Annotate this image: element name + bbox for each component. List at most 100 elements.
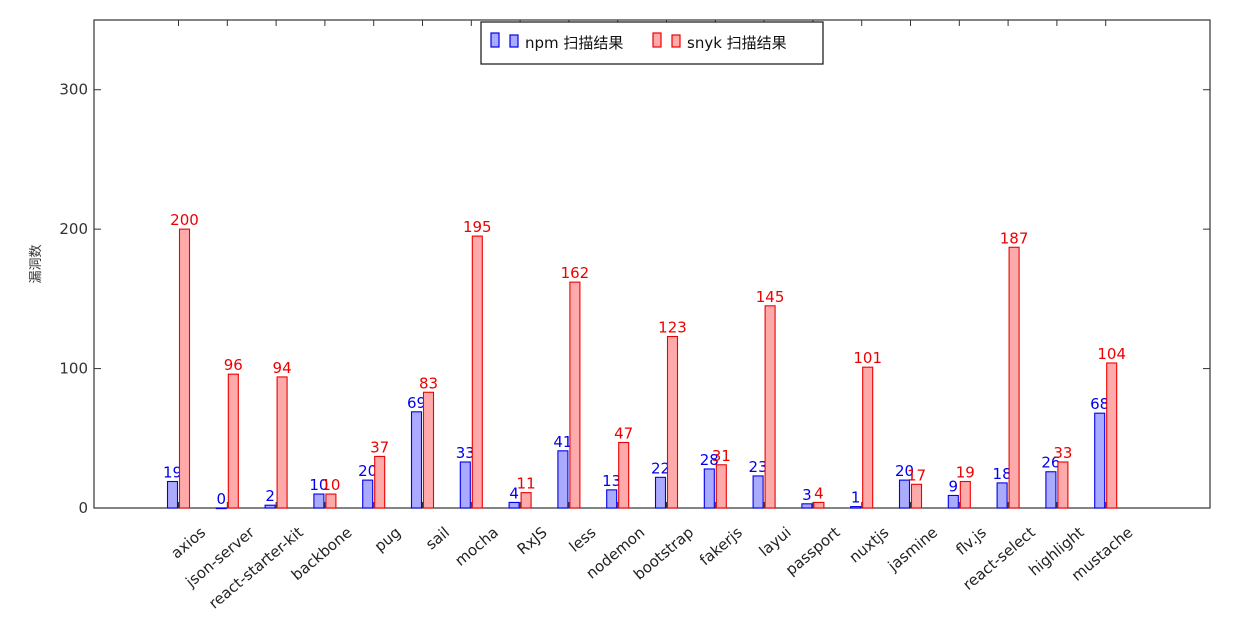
legend-box bbox=[480, 21, 824, 65]
npm-value-label: 1 bbox=[851, 489, 861, 507]
snyk-bar bbox=[569, 281, 581, 509]
npm-bar bbox=[850, 506, 862, 509]
snyk-value-label: 31 bbox=[712, 447, 731, 465]
x-category-label: flv.js bbox=[952, 523, 990, 559]
npm-bar bbox=[166, 480, 179, 509]
npm-value-label: 69 bbox=[407, 394, 426, 412]
snyk-bar bbox=[959, 480, 971, 509]
npm-bar bbox=[898, 479, 911, 509]
legend-npm-swatch-2 bbox=[509, 34, 519, 48]
npm-bar bbox=[654, 476, 667, 509]
snyk-bar bbox=[715, 464, 727, 509]
npm-bar bbox=[801, 503, 813, 509]
snyk-value-label: 96 bbox=[224, 356, 243, 374]
y-axis-label: 漏洞数 bbox=[28, 244, 44, 283]
snyk-value-label: 162 bbox=[561, 264, 590, 282]
npm-value-label: 10 bbox=[309, 476, 328, 494]
npm-bar bbox=[362, 479, 374, 509]
snyk-bar bbox=[1106, 362, 1118, 509]
snyk-bar bbox=[910, 483, 923, 509]
x-category-label: pug bbox=[371, 523, 404, 555]
legend: npm 扫描结果 snyk 扫描结果 bbox=[480, 21, 824, 65]
snyk-bar bbox=[813, 501, 825, 509]
snyk-value-label: 19 bbox=[956, 464, 975, 482]
npm-value-label: 3 bbox=[802, 486, 812, 504]
y-tick-label: 100 bbox=[59, 360, 88, 378]
npm-bar bbox=[410, 411, 423, 509]
snyk-value-label: 83 bbox=[419, 374, 438, 392]
snyk-bar bbox=[471, 235, 483, 509]
snyk-value-label: 4 bbox=[814, 484, 824, 502]
legend-snyk-label: snyk 扫描结果 bbox=[687, 34, 787, 52]
snyk-value-label: 10 bbox=[321, 476, 340, 494]
y-tick-label: 0 bbox=[78, 499, 88, 517]
bars: 1920009629410102037698333195411411621347… bbox=[163, 211, 1126, 510]
snyk-bar bbox=[1057, 461, 1069, 509]
legend-snyk-swatch-1 bbox=[652, 32, 662, 48]
y-tick-label: 200 bbox=[59, 220, 88, 238]
plot-frame bbox=[93, 19, 1211, 509]
snyk-value-label: 47 bbox=[614, 424, 633, 442]
x-category-label: jasmine bbox=[884, 523, 941, 575]
x-category-label: sail bbox=[422, 523, 453, 553]
npm-value-label: 2 bbox=[265, 487, 275, 505]
npm-value-label: 23 bbox=[749, 458, 768, 476]
snyk-bar bbox=[666, 335, 679, 509]
y-tick-label: 300 bbox=[59, 81, 88, 99]
npm-value-label: 20 bbox=[358, 462, 377, 480]
snyk-bar bbox=[862, 366, 874, 509]
x-category-label: axios bbox=[167, 523, 209, 562]
npm-value-label: 22 bbox=[651, 459, 670, 477]
npm-bar bbox=[313, 493, 325, 509]
snyk-value-label: 94 bbox=[273, 359, 292, 377]
snyk-bar bbox=[227, 373, 239, 509]
snyk-value-label: 37 bbox=[370, 438, 389, 456]
x-category-label: fakerjs bbox=[696, 523, 746, 569]
snyk-bar bbox=[764, 305, 776, 509]
npm-bar bbox=[1094, 412, 1106, 509]
x-axis: axiosjson-serverreact-starter-kitbackbon… bbox=[167, 20, 1136, 612]
npm-value-label: 26 bbox=[1041, 454, 1060, 472]
snyk-value-label: 187 bbox=[1000, 229, 1029, 247]
npm-value-label: 9 bbox=[949, 477, 959, 495]
snyk-value-label: 101 bbox=[853, 349, 882, 367]
snyk-value-label: 17 bbox=[907, 466, 926, 484]
snyk-value-label: 11 bbox=[517, 475, 536, 493]
legend-npm-label: npm 扫描结果 bbox=[525, 34, 623, 52]
npm-value-label: 19 bbox=[163, 464, 182, 482]
npm-bar bbox=[264, 504, 276, 509]
snyk-bar bbox=[276, 376, 288, 509]
snyk-value-label: 145 bbox=[756, 288, 785, 306]
npm-bar bbox=[459, 461, 471, 509]
snyk-value-label: 200 bbox=[170, 211, 199, 229]
snyk-bar bbox=[618, 441, 630, 509]
npm-bar bbox=[508, 501, 520, 509]
npm-bar bbox=[215, 507, 227, 510]
npm-bar bbox=[606, 489, 618, 509]
x-category-label: passport bbox=[782, 523, 844, 579]
x-category-label: layui bbox=[756, 523, 795, 560]
legend-npm-swatch-1 bbox=[490, 32, 500, 48]
legend-snyk-swatch-2 bbox=[671, 34, 681, 48]
npm-value-label: 41 bbox=[553, 433, 572, 451]
npm-bar bbox=[557, 450, 569, 509]
snyk-bar bbox=[422, 391, 435, 509]
npm-bar bbox=[703, 468, 715, 509]
snyk-value-label: 104 bbox=[1097, 345, 1126, 363]
npm-value-label: 20 bbox=[895, 462, 914, 480]
snyk-bar bbox=[374, 455, 386, 509]
npm-bar bbox=[752, 475, 764, 509]
npm-value-label: 4 bbox=[509, 484, 519, 502]
x-category-label: mocha bbox=[451, 523, 501, 569]
npm-bar bbox=[1045, 471, 1057, 509]
npm-value-label: 18 bbox=[993, 465, 1012, 483]
npm-value-label: 0 bbox=[217, 490, 227, 508]
snyk-value-label: 33 bbox=[1053, 444, 1072, 462]
npm-value-label: 28 bbox=[700, 451, 719, 469]
snyk-bar bbox=[325, 493, 337, 509]
snyk-value-label: 195 bbox=[463, 218, 492, 236]
snyk-bar bbox=[520, 492, 532, 509]
snyk-bar bbox=[178, 228, 191, 509]
